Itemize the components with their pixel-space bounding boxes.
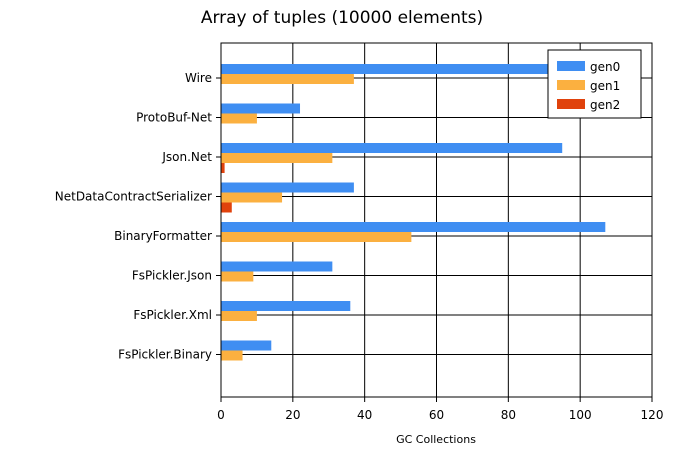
category-label: ProtoBuf-Net bbox=[136, 111, 212, 125]
chart-title: Array of tuples (10000 elements) bbox=[201, 8, 483, 28]
legend-swatch-gen0 bbox=[557, 61, 585, 71]
legend-label-gen2: gen2 bbox=[590, 98, 620, 112]
bar-gen1 bbox=[221, 153, 333, 163]
x-tick-label: 0 bbox=[217, 408, 225, 422]
bar-gen2 bbox=[221, 202, 232, 213]
category-label: NetDataContractSerializer bbox=[55, 190, 212, 204]
category-label: FsPickler.Json bbox=[132, 269, 212, 283]
bar-gen2 bbox=[221, 163, 225, 173]
category-labels: Wire ProtoBuf-Net Json.Net NetDataContractS… bbox=[55, 71, 213, 362]
bar-gen0 bbox=[221, 261, 333, 272]
category-label: Json.Net bbox=[161, 150, 212, 164]
legend: gen0 gen1 gen2 bbox=[547, 49, 642, 119]
bar-gen1 bbox=[221, 232, 412, 242]
category-label: FsPickler.Binary bbox=[118, 348, 212, 362]
bar-gen0 bbox=[221, 103, 301, 114]
x-tick-labels: 0 20 40 60 80 100 120 bbox=[217, 408, 663, 422]
legend-swatch-gen2 bbox=[557, 99, 585, 109]
x-tick-label: 60 bbox=[429, 408, 444, 422]
bar-gen1 bbox=[221, 113, 257, 124]
x-tick-label: 80 bbox=[501, 408, 516, 422]
bar-gen1 bbox=[221, 192, 283, 203]
legend-label-gen0: gen0 bbox=[590, 60, 620, 74]
x-tick-label: 20 bbox=[285, 408, 300, 422]
bar-gen0 bbox=[221, 64, 609, 74]
bar-gen1 bbox=[221, 74, 354, 84]
legend-swatch-gen1 bbox=[557, 80, 585, 90]
category-label: BinaryFormatter bbox=[114, 229, 212, 243]
x-tick-label: 40 bbox=[357, 408, 372, 422]
bar-gen1 bbox=[221, 271, 254, 282]
x-tick-label: 120 bbox=[641, 408, 664, 422]
bar-gen0 bbox=[221, 143, 563, 153]
x-axis-title: GC Collections bbox=[396, 433, 476, 446]
category-label: Wire bbox=[185, 71, 212, 85]
x-tick-label: 100 bbox=[569, 408, 592, 422]
bar-gen1 bbox=[221, 311, 257, 321]
legend-label-gen1: gen1 bbox=[590, 79, 620, 93]
bar-gen0 bbox=[221, 301, 351, 311]
bars bbox=[221, 64, 609, 361]
bar-gen0 bbox=[221, 340, 272, 351]
plot-frame bbox=[220, 42, 653, 398]
bar-gen0 bbox=[221, 222, 606, 232]
bar-gen1 bbox=[221, 350, 243, 361]
bar-gen0 bbox=[221, 182, 354, 193]
category-label: FsPickler.Xml bbox=[133, 308, 212, 322]
